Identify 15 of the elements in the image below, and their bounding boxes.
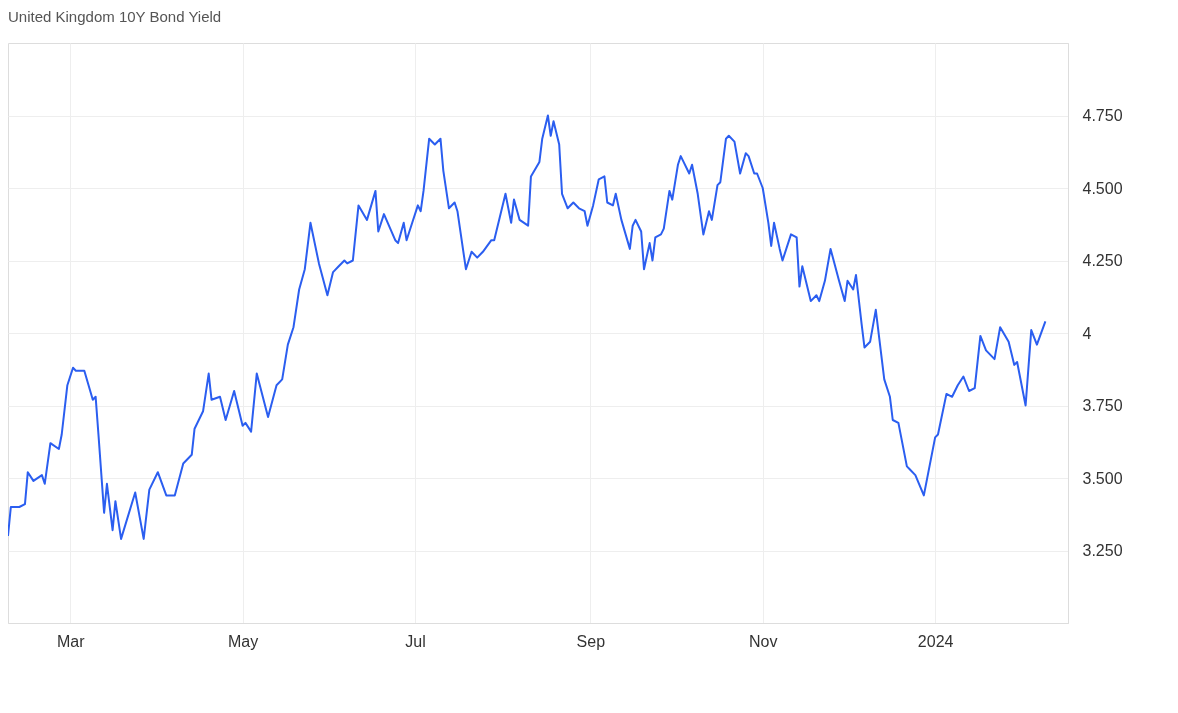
y-tick-label: 3.250: [1082, 542, 1123, 559]
y-tick-label: 4: [1082, 324, 1092, 342]
y-tick-label: 4.500: [1082, 179, 1123, 197]
line-series: [8, 114, 1047, 540]
x-tick-label: 2024: [917, 632, 954, 650]
x-tick-label: Mar: [56, 632, 86, 650]
x-tick-label: Sep: [576, 632, 606, 650]
x-tick-label: Jul: [405, 632, 426, 650]
y-tick-label: 4.250: [1082, 252, 1123, 269]
y-tick-label: 4.750: [1082, 107, 1123, 124]
y-tick-label: 3.500: [1082, 469, 1123, 487]
x-tick-label: Nov: [748, 632, 778, 650]
x-tick-label: May: [228, 632, 259, 650]
chart-title: United Kingdom 10Y Bond Yield: [8, 8, 222, 25]
y-tick-label: 3.750: [1082, 397, 1123, 414]
